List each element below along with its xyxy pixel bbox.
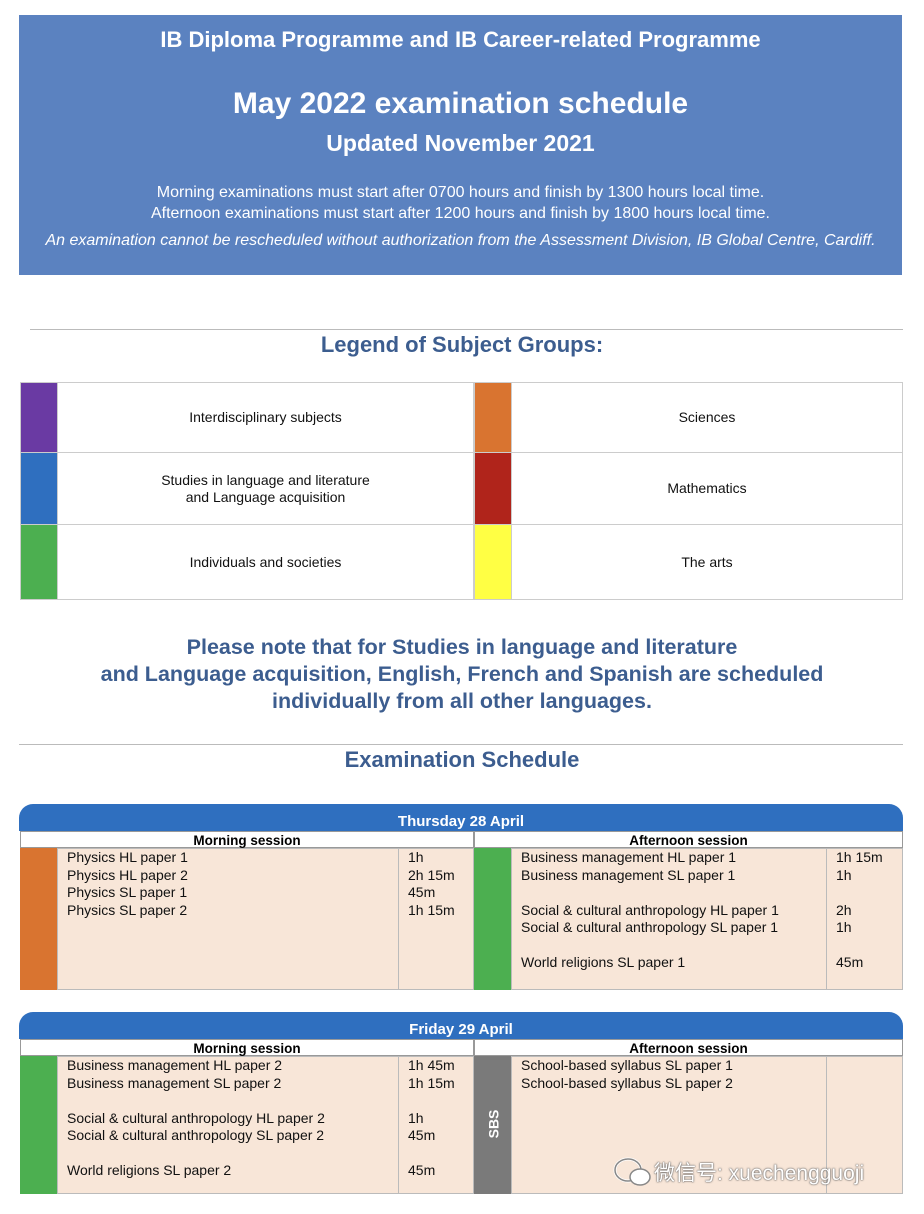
duration-cell [398, 848, 474, 990]
session-name: Morning session [20, 1039, 474, 1056]
warning: An examination cannot be rescheduled wit… [45, 232, 876, 249]
legend-swatch [474, 452, 512, 525]
session-name: Afternoon session [474, 1039, 903, 1056]
schedule-title: Examination Schedule [344, 747, 580, 772]
legend-title: Legend of Subject Groups: [320, 332, 604, 357]
exam-duration: 1h 15m [836, 849, 883, 865]
group-color-bar [20, 848, 57, 990]
programme: IB Diploma Programme and IB Career-relat… [160, 27, 761, 52]
divider [30, 329, 903, 330]
exam-duration: 1h 45m [408, 1057, 455, 1073]
exam-duration: 45m [836, 954, 864, 970]
exam-duration: 1h 15m [408, 1074, 455, 1091]
exam-subject: Physics HL paper 2 [67, 866, 188, 883]
subject-cell [511, 1056, 827, 1194]
exam-subject: Business management SL paper 1 [521, 866, 736, 883]
subject-cell [511, 848, 827, 990]
legend-label: Mathematics [511, 452, 903, 525]
title: May 2022 examination schedule [232, 87, 689, 120]
exam-duration: 1h [836, 919, 852, 935]
day-header: Thursday 28 April [19, 804, 903, 831]
exam-duration: 45m [408, 1127, 436, 1143]
exam-subject: Business management HL paper 1 [521, 849, 737, 865]
session-name: Afternoon session [474, 831, 903, 848]
duration-cell [826, 1056, 903, 1194]
legend-swatch [474, 524, 512, 600]
exam-subject: Physics SL paper 2 [67, 901, 188, 918]
exam-duration: 1h [408, 849, 424, 865]
group-color-bar [474, 1056, 511, 1194]
exam-duration: 45m [408, 1162, 436, 1178]
legend-swatch [20, 382, 58, 453]
watermark: 微信号: xuechengguoji [612, 1152, 912, 1192]
subject-cell [57, 848, 399, 990]
header-banner: IB Diploma Programme and IB Career-relat… [19, 15, 902, 275]
legend-swatch [20, 524, 58, 600]
exam-subject: Physics SL paper 1 [67, 884, 188, 900]
exam-duration: 1h [408, 1109, 424, 1126]
exam-subject: Social & cultural anthropology HL paper … [521, 901, 779, 918]
group-color-bar [474, 848, 511, 990]
legend-label: Studies in language and literature and L… [57, 452, 474, 525]
exam-subject: Social & cultural anthropology HL paper … [67, 1109, 325, 1126]
legend-table: Interdisciplinary subjects Sciences Studie… [20, 382, 903, 600]
exam-subject: School-based syllabus SL paper 2 [521, 1074, 733, 1091]
day-header: Friday 29 April [19, 1012, 903, 1039]
exam-subject: Social & cultural anthropology SL paper … [521, 919, 779, 935]
duration-cell [826, 848, 903, 990]
legend-label: Sciences [511, 382, 903, 453]
group-tag: SBS [485, 1109, 502, 1139]
duration-cell [398, 1056, 474, 1194]
exam-subject: Social & cultural anthropology SL paper … [67, 1127, 325, 1143]
exam-subject: Physics HL paper 1 [67, 849, 188, 865]
legend-label: Interdisciplinary subjects [57, 382, 474, 453]
exam-duration: 45m [408, 884, 436, 900]
note-line: Afternoon examinations must start after … [150, 205, 770, 222]
legend-label: The arts [511, 524, 903, 600]
exam-subject: School-based syllabus SL paper 1 [521, 1057, 733, 1073]
subject-cell [57, 1056, 399, 1194]
exam-subject: Business management SL paper 2 [67, 1074, 282, 1091]
exam-duration: 1h [836, 866, 852, 883]
exam-subject: World religions SL paper 2 [67, 1162, 232, 1178]
updated: Updated November 2021 [326, 130, 595, 156]
exam-duration: 2h [836, 901, 852, 918]
legend-label: Individuals and societies [57, 524, 474, 600]
exam-subject: World religions SL paper 1 [521, 954, 686, 970]
session-name: Morning session [20, 831, 474, 848]
legend-swatch [474, 382, 512, 453]
divider [19, 744, 903, 745]
note-line: Morning examinations must start after 07… [156, 184, 765, 201]
group-color-bar [20, 1056, 57, 1194]
legend-swatch [20, 452, 58, 525]
watermark-text: 微信号: xuechengguoji [654, 1162, 865, 1185]
wechat-icon [613, 1157, 651, 1186]
exam-duration: 2h 15m [408, 866, 455, 883]
language-note: Please note that for Studies in language… [100, 635, 824, 713]
exam-duration: 1h 15m [408, 901, 455, 918]
exam-subject: Business management HL paper 2 [67, 1057, 283, 1073]
